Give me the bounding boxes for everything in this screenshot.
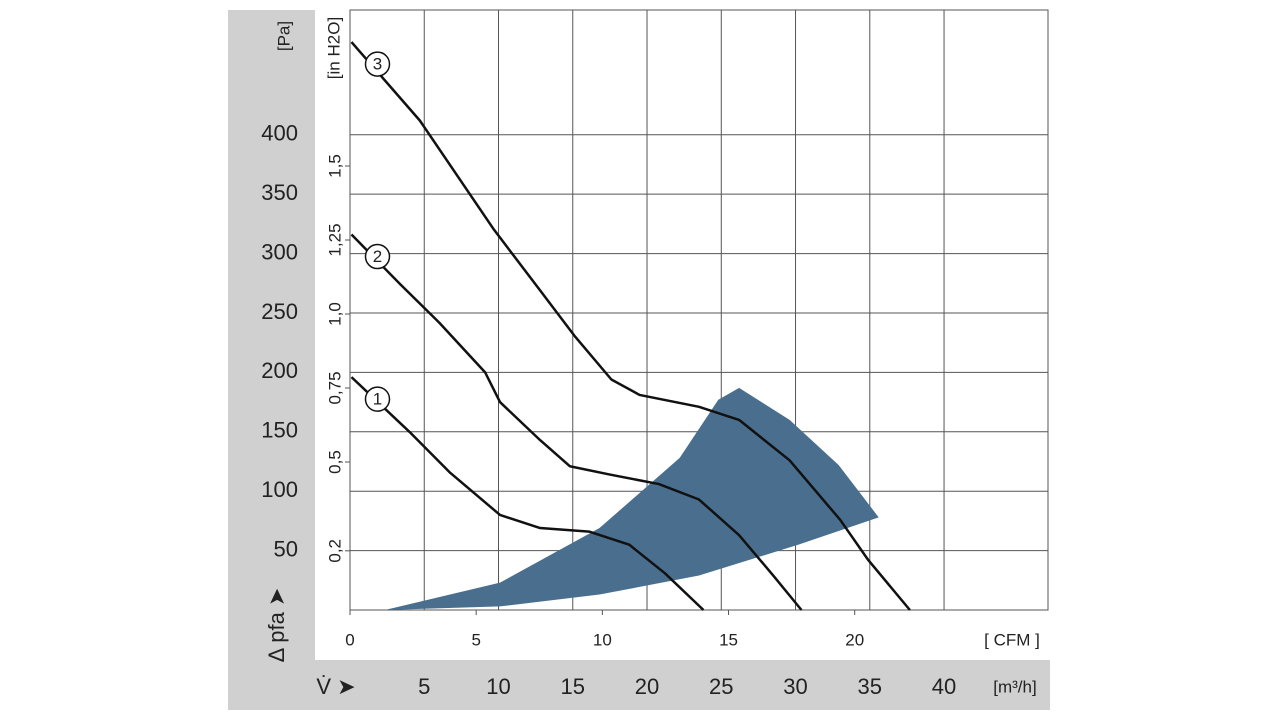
x-tick-label: 40 [932, 674, 956, 699]
y-tick-label: 200 [261, 358, 298, 383]
x2-tick-label: 0 [345, 630, 354, 649]
y2-unit: [in H2O] [324, 17, 343, 79]
x-tick-label: 30 [783, 674, 807, 699]
legend-label: 1 [373, 390, 382, 409]
x2-unit: [ CFM ] [984, 630, 1040, 649]
y-tick-label: 100 [261, 477, 298, 502]
left-panel [228, 10, 315, 710]
y-tick-label: 350 [261, 180, 298, 205]
x-label: V̇ ➤ [316, 674, 355, 699]
x-unit: [m³/h] [993, 677, 1036, 696]
curve [350, 233, 803, 611]
y-tick-label: 250 [261, 299, 298, 324]
curve-marker [364, 243, 391, 270]
y-unit: [Pa] [274, 21, 293, 51]
curve-marker [364, 386, 391, 412]
x-tick-label: 20 [635, 674, 659, 699]
x-tick-label: 10 [486, 674, 510, 699]
y2-tick-label: 1,0 [325, 302, 344, 326]
x2-tick-label: 10 [593, 630, 612, 649]
y-tick-label: 300 [261, 239, 298, 264]
y2-tick-label: 0,75 [325, 371, 344, 404]
x-tick-label: 5 [418, 674, 430, 699]
y2-tick-label: 0,5 [325, 450, 344, 474]
x2-tick-label: 15 [719, 630, 738, 649]
legend-label: 2 [373, 247, 382, 266]
y-tick-label: 150 [261, 418, 298, 443]
x2-tick-label: 20 [845, 630, 864, 649]
x2-tick-label: 5 [471, 630, 480, 649]
y-label: Δ pfa ➤ [264, 588, 289, 663]
y-tick-label: 50 [274, 536, 298, 561]
y2-tick-label: 1,25 [325, 223, 344, 256]
legend-label: 3 [373, 55, 382, 74]
y2-tick-label: 1,5 [325, 154, 344, 178]
bottom-panel [228, 660, 1050, 710]
x-tick-label: 35 [858, 674, 882, 699]
curve [350, 41, 911, 611]
curve-marker [364, 51, 391, 77]
curve [350, 376, 705, 611]
y2-tick-label: 0,2 [325, 539, 344, 563]
y-tick-label: 400 [261, 121, 298, 146]
x-tick-label: 15 [561, 674, 585, 699]
x-tick-label: 25 [709, 674, 733, 699]
